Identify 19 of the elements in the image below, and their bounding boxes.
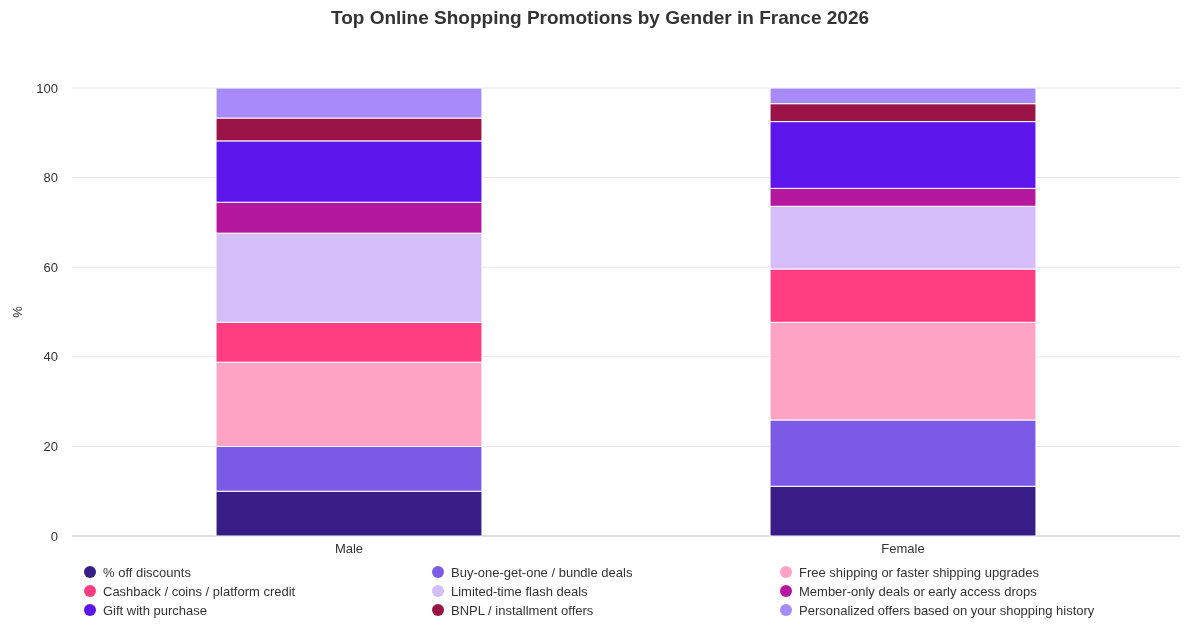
legend-label: Free shipping or faster shipping upgrades (799, 564, 1040, 580)
chart-title: Top Online Shopping Promotions by Gender in France 2026 (330, 7, 870, 28)
x-tick-label: Female (881, 541, 925, 556)
y-tick-label: 40 (43, 349, 58, 365)
y-tick-label: 0 (50, 528, 58, 544)
y-tick-label: 80 (43, 170, 58, 186)
legend-label: Member-only deals or early access drops (799, 583, 1038, 599)
legend-label: % off discounts (103, 564, 192, 580)
legend-label: Cashback / coins / platform credit (103, 583, 296, 599)
legend-label: Limited-time flash deals (451, 583, 589, 599)
y-tick-label: 60 (43, 259, 58, 275)
legend-label: BNPL / installment offers (451, 602, 594, 618)
x-tick-label: Male (334, 541, 364, 556)
y-tick-label: 100 (36, 80, 58, 96)
legend-label: Gift with purchase (103, 602, 208, 618)
y-axis-title: % (10, 305, 25, 318)
legend-label: Buy-one-get-one / bundle deals (451, 564, 633, 580)
y-tick-label: 20 (43, 438, 58, 454)
legend-label: Personalized offers based on your shopping history (799, 602, 1095, 618)
